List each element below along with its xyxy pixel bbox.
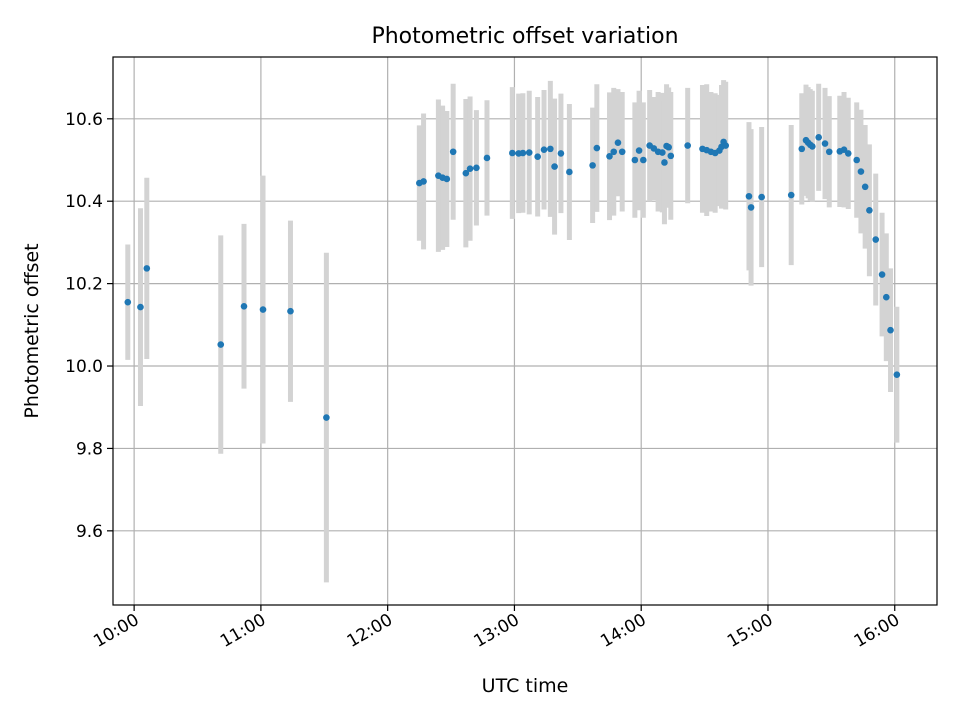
y-tick-label: 10.4 [65,192,103,212]
data-point [287,307,294,315]
data-point [217,341,225,348]
data-point [758,193,765,201]
data-point [825,148,833,156]
data-point [893,371,901,378]
data-point [882,293,890,301]
data-point [509,149,516,157]
y-tick-label: 9.8 [76,439,103,459]
chart-title: Photometric offset variation [371,24,678,49]
data-point [589,162,596,169]
data-point [259,306,267,313]
data-point [614,139,622,147]
y-tick-label: 10.6 [65,110,103,130]
data-point [473,164,480,172]
data-point [872,236,880,243]
data-point [722,142,730,149]
data-point [610,148,618,156]
data-point [635,147,643,154]
x-axis-label: UTC time [482,675,569,697]
data-point [551,163,558,170]
data-point [809,143,816,150]
data-point [844,150,852,157]
data-point [787,191,795,199]
data-point [519,149,527,157]
data-point [547,145,554,153]
data-point [443,175,451,183]
data-point [640,156,647,164]
data-point [866,206,873,214]
data-point [878,271,886,278]
data-point [534,153,541,161]
y-tick-label: 9.6 [76,522,103,542]
data-point [483,154,491,162]
data-point [420,178,427,185]
data-point [853,156,861,164]
data-point [745,192,753,200]
y-axis-ticks: 9.6 9.8 10.0 10.2 10.4 10.6 [65,110,113,542]
data-point [240,302,248,310]
data-point [857,168,865,175]
data-point [525,149,533,156]
data-point [815,134,822,141]
data-point [631,156,639,164]
data-point [593,144,601,152]
data-point [684,142,691,149]
data-point [661,159,668,166]
data-markers [124,134,901,421]
data-point [606,152,613,160]
data-point [557,150,565,157]
data-point [143,265,151,272]
data-point [665,143,672,151]
data-point [449,148,457,156]
plot-frame [112,56,938,606]
data-point [540,146,548,154]
y-tick-label: 10.0 [65,357,103,377]
data-point [887,326,894,334]
data-point [821,140,829,147]
data-point [466,165,474,172]
data-point [566,168,573,176]
data-point [323,414,330,421]
data-point [618,148,626,156]
data-point [124,298,132,306]
data-point [861,183,869,191]
data-point [798,145,806,153]
y-tick-label: 10.2 [65,275,103,295]
data-point [747,204,755,211]
data-point [462,169,470,177]
data-point [137,303,144,311]
y-axis-label: Photometric offset [21,243,43,418]
data-point [659,149,666,156]
data-point [667,152,675,160]
